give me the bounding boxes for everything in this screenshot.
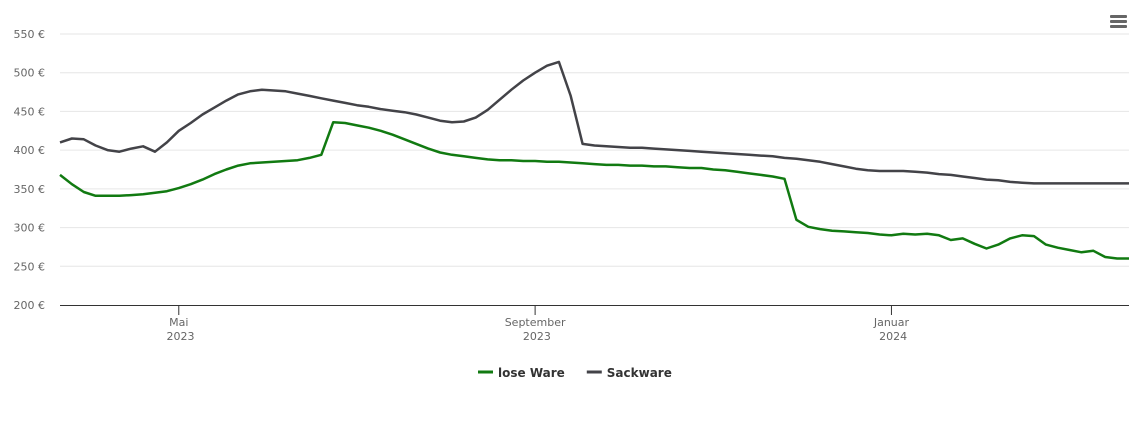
x-tick-label-line: Januar <box>873 316 910 329</box>
x-tick-label: September 2023 <box>505 316 566 343</box>
y-tick-label: 350 € <box>14 183 46 196</box>
y-tick-label: 400 € <box>14 144 46 157</box>
x-tick-label-line: 2023 <box>163 330 195 343</box>
y-tick-label: 500 € <box>14 67 46 80</box>
x-tick-label-line: 2023 <box>519 330 551 343</box>
y-tick-label: 550 € <box>14 28 46 41</box>
menu-bar <box>1110 15 1127 18</box>
y-tick-label: 200 € <box>14 299 46 312</box>
menu-bar <box>1110 25 1127 28</box>
x-tick-label-line: September <box>505 316 566 329</box>
x-tick-label-line: 2024 <box>876 330 908 343</box>
series-line <box>59 121 1129 260</box>
y-tick-label: 450 € <box>14 105 46 118</box>
y-tick-label: 300 € <box>14 222 46 235</box>
legend-label: lose Ware <box>498 366 565 380</box>
y-tick-label: 250 € <box>14 260 46 273</box>
x-tick-label: Januar 2024 <box>873 316 910 343</box>
x-tick-label: Mai 2023 <box>163 316 195 343</box>
x-tick-label-line: Mai <box>169 316 188 329</box>
series-line <box>59 60 1129 185</box>
legend-label: Sackware <box>607 366 672 380</box>
menu-bar <box>1110 20 1127 23</box>
menu-icon[interactable] <box>1110 15 1127 28</box>
